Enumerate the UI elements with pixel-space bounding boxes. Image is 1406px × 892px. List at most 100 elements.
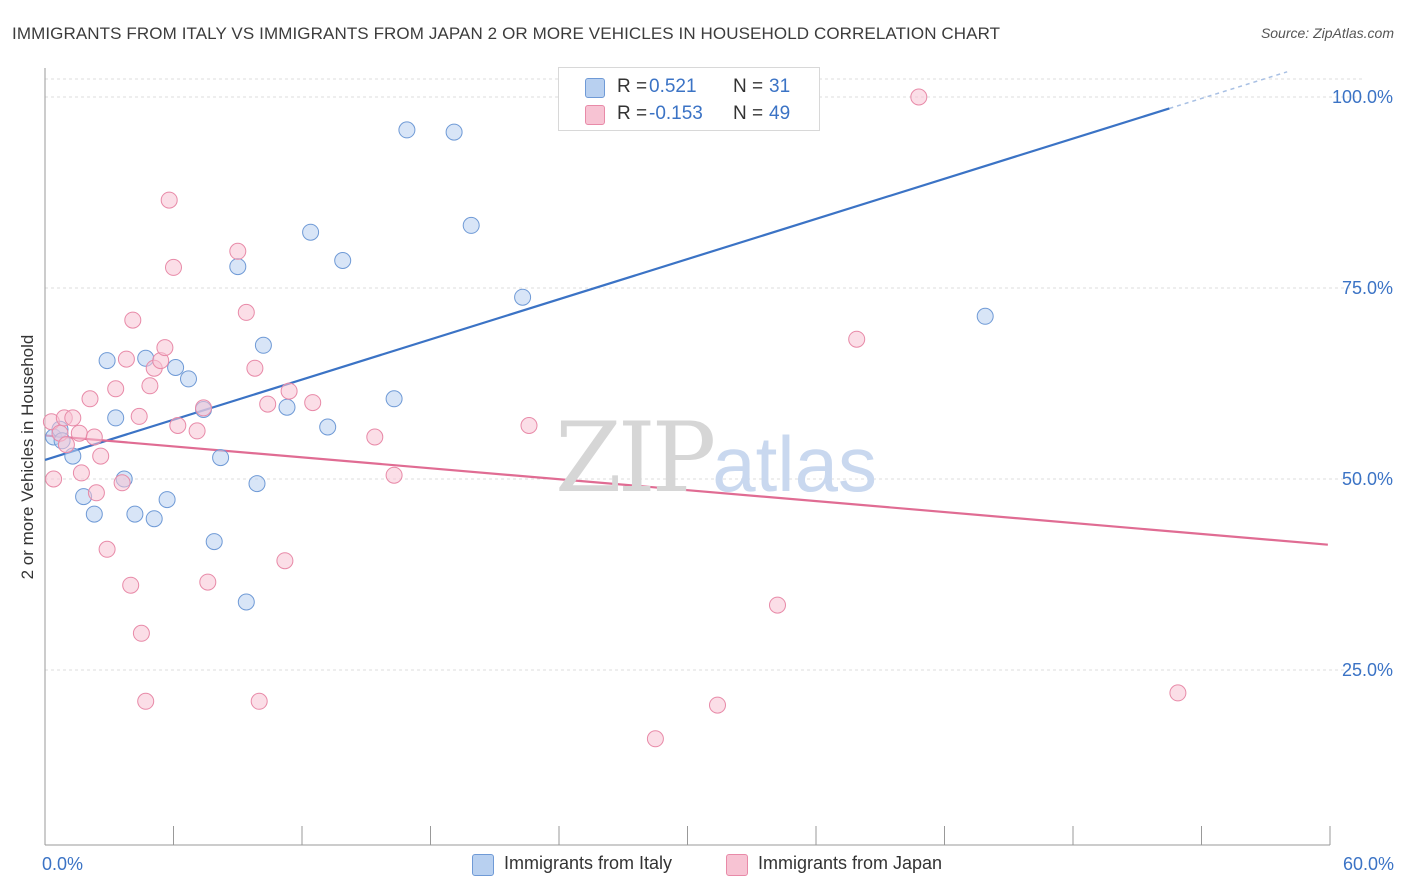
italy-point <box>145 510 163 528</box>
japan-point <box>848 330 866 348</box>
italy-swatch-icon <box>585 78 605 98</box>
legend-n-label: N = <box>733 76 764 97</box>
italy-point <box>462 216 480 234</box>
japan-point <box>92 447 110 465</box>
stats-legend: R = 0.521 N = 31 R = -0.153 N = 49 <box>558 67 820 131</box>
japan-point <box>160 191 178 209</box>
italy-legend-swatch-icon <box>472 854 494 876</box>
italy-point <box>158 491 176 509</box>
japan-point <box>199 573 217 591</box>
italy-point <box>976 307 994 325</box>
legend-label-japan: Immigrants from Japan <box>758 853 943 873</box>
axes <box>44 68 1331 846</box>
japan-trend-line <box>44 434 1328 546</box>
y-tick-label: 50.0% <box>1342 469 1393 489</box>
japan-point <box>195 399 212 417</box>
y-tick-label: 75.0% <box>1342 278 1393 298</box>
japan-point <box>70 424 88 442</box>
italy-point <box>514 288 532 306</box>
x-tick-label: 0.0% <box>42 854 83 874</box>
italy-point <box>398 121 416 139</box>
japan-point <box>122 576 140 594</box>
japan-point <box>385 466 403 484</box>
italy-point <box>212 449 230 467</box>
italy-point <box>237 593 255 611</box>
japan-point <box>85 428 103 446</box>
italy-point <box>107 409 125 427</box>
japan-point <box>45 470 63 488</box>
japan-point <box>117 350 135 368</box>
data-points <box>42 88 1187 748</box>
japan-point <box>98 540 116 558</box>
legend-n-value: 49 <box>769 103 791 124</box>
italy-point <box>126 505 144 523</box>
italy-point <box>334 252 352 269</box>
japan-point <box>250 692 268 710</box>
italy-point <box>248 475 266 493</box>
tick-labels: 0.0% 60.0% 25.0% 50.0% 75.0% 100.0% <box>42 87 1394 874</box>
japan-legend-swatch-icon <box>726 854 748 876</box>
italy-point <box>302 223 320 241</box>
japan-point <box>520 417 538 434</box>
italy-point <box>445 123 463 141</box>
japan-point <box>130 407 148 425</box>
japan-swatch-icon <box>585 105 605 125</box>
legend-n-label: N = <box>733 103 764 124</box>
source-credit: Source: ZipAtlas.com <box>1260 25 1394 41</box>
legend-n-value: 31 <box>769 76 791 97</box>
japan-point <box>646 730 664 748</box>
japan-point <box>1169 684 1187 702</box>
japan-point <box>246 359 264 377</box>
japan-point <box>169 417 187 434</box>
italy-trend-extension <box>1169 71 1288 110</box>
legend-r-value: -0.153 <box>649 103 703 124</box>
japan-point <box>87 484 105 502</box>
y-tick-label: 100.0% <box>1332 87 1393 107</box>
japan-point <box>81 390 99 408</box>
japan-point <box>237 303 255 321</box>
japan-point <box>769 596 786 614</box>
y-axis-label: 2 or more Vehicles in Household <box>18 334 37 580</box>
japan-point <box>124 311 142 329</box>
chart-title: IMMIGRANTS FROM ITALY VS IMMIGRANTS FROM… <box>12 24 1001 43</box>
italy-point <box>98 352 116 370</box>
japan-point <box>113 474 131 492</box>
japan-point <box>910 88 928 106</box>
y-tick-label: 25.0% <box>1342 660 1393 680</box>
italy-point <box>229 258 247 276</box>
japan-point <box>132 624 150 642</box>
italy-point <box>385 390 403 408</box>
japan-point <box>259 395 277 413</box>
japan-point <box>366 428 384 446</box>
japan-point <box>72 464 90 482</box>
japan-point <box>137 692 155 710</box>
japan-point <box>188 422 206 440</box>
series-legend: Immigrants from Italy Immigrants from Ja… <box>0 852 1406 878</box>
legend-label-italy: Immigrants from Italy <box>504 853 673 873</box>
x-tick-label: 60.0% <box>1343 854 1394 874</box>
legend-r-value: 0.521 <box>649 76 697 97</box>
italy-point <box>85 505 103 523</box>
japan-point <box>156 339 174 357</box>
japan-point <box>165 258 182 276</box>
italy-point <box>167 359 185 376</box>
japan-point <box>64 409 82 427</box>
legend-r-label: R = <box>617 76 648 97</box>
japan-point <box>276 552 294 570</box>
japan-point <box>141 377 159 395</box>
italy-point <box>278 398 296 416</box>
italy-point <box>254 336 272 354</box>
trend-lines <box>44 71 1328 546</box>
japan-point <box>304 394 322 412</box>
italy-point <box>180 370 197 388</box>
legend-r-label: R = <box>617 103 648 124</box>
italy-trend-line <box>44 107 1170 461</box>
italy-point <box>205 533 223 551</box>
japan-point <box>709 696 726 714</box>
japan-point <box>280 382 298 400</box>
italy-point <box>319 418 337 436</box>
grid-lines <box>45 78 1365 671</box>
japan-point <box>57 436 75 454</box>
japan-point <box>107 380 125 398</box>
